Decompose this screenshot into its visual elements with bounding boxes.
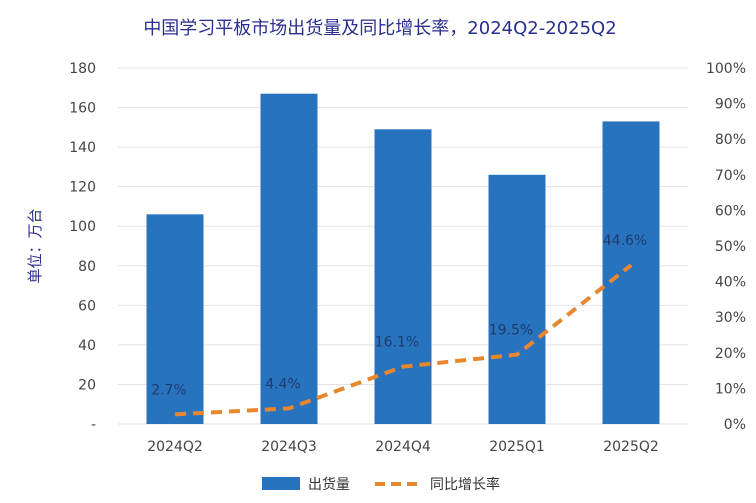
right-tick-label: 20% (715, 346, 746, 362)
legend-label-line: 同比增长率 (430, 476, 500, 493)
right-tick-label: 0% (724, 417, 746, 433)
line-series: 2.7% 4.4% 16.1% 19.5% 44.6% (151, 233, 647, 417)
bar (260, 93, 318, 424)
line-point (402, 366, 404, 368)
left-tick-label: 160 (69, 101, 96, 117)
line-point (288, 407, 290, 409)
line-point (516, 354, 518, 356)
data-label: 19.5% (489, 323, 533, 339)
x-tick-label: 2024Q3 (261, 439, 317, 455)
x-tick-label: 2024Q2 (147, 439, 203, 455)
left-axis-ticks: - 20 40 60 80 100 120 140 160 180 (69, 61, 96, 433)
right-tick-label: 10% (715, 381, 746, 397)
bar (488, 174, 546, 424)
left-tick-label: - (91, 417, 96, 433)
left-tick-label: 80 (78, 259, 96, 275)
y-axis-label: 单位：万台 (26, 208, 44, 283)
data-label: 2.7% (151, 382, 187, 398)
left-tick-label: 120 (69, 180, 96, 196)
right-tick-label: 50% (715, 239, 746, 255)
right-tick-label: 90% (715, 97, 746, 113)
left-tick-label: 140 (69, 140, 96, 156)
left-tick-label: 20 (78, 377, 96, 393)
right-tick-label: 40% (715, 275, 746, 291)
right-tick-label: 30% (715, 310, 746, 326)
data-label: 44.6% (603, 233, 647, 249)
x-axis-ticks: 2024Q2 2024Q3 2024Q4 2025Q1 2025Q2 (147, 439, 659, 455)
x-tick-label: 2025Q2 (603, 439, 659, 455)
right-tick-label: 80% (715, 132, 746, 148)
bar (374, 129, 432, 425)
right-tick-label: 100% (706, 61, 746, 77)
right-tick-label: 70% (715, 168, 746, 184)
bar-series (146, 93, 660, 425)
legend-swatch-bar (262, 477, 300, 490)
right-axis-ticks: 0% 10% 20% 30% 40% 50% 60% 70% 80% 90% 100% (706, 61, 746, 433)
data-label: 4.4% (265, 376, 301, 392)
bar (602, 121, 660, 425)
data-label: 16.1% (375, 335, 419, 351)
left-tick-label: 40 (78, 338, 96, 354)
right-tick-label: 60% (715, 203, 746, 219)
bar (146, 214, 204, 424)
line-point (174, 413, 176, 415)
legend: 出货量 同比增长率 (262, 476, 500, 493)
legend-label-bar: 出货量 (308, 476, 350, 493)
chart-title: 中国学习平板市场出货量及同比增长率，2024Q2-2025Q2 (143, 18, 616, 39)
x-tick-label: 2024Q4 (375, 439, 431, 455)
line-point (630, 264, 632, 266)
x-tick-label: 2025Q1 (489, 439, 545, 455)
left-tick-label: 60 (78, 298, 96, 314)
left-tick-label: 100 (69, 219, 96, 235)
left-tick-label: 180 (69, 61, 96, 77)
